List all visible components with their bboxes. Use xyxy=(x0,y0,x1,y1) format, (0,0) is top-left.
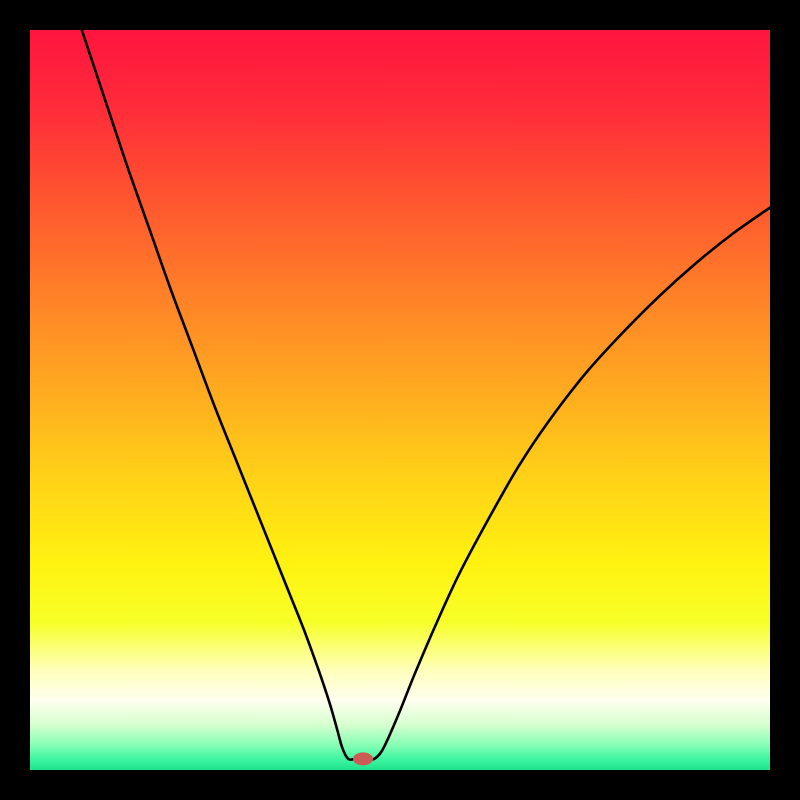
chart-plot-bg xyxy=(30,30,770,770)
chart-container: TheBottleneck.com xyxy=(0,0,800,800)
bottleneck-chart xyxy=(0,0,800,800)
optimal-marker xyxy=(353,752,373,765)
